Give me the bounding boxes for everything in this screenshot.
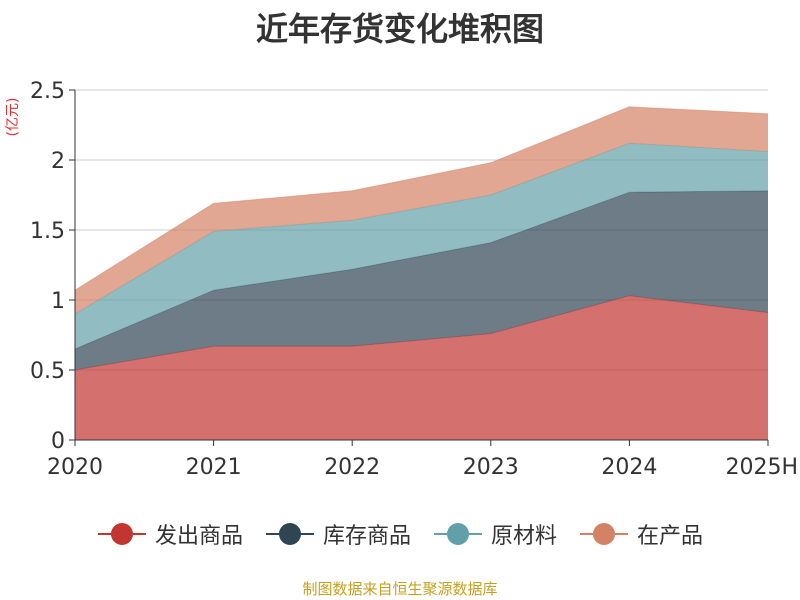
legend: 发出商品 库存商品 原材料 在产品 (0, 518, 800, 550)
y-tick-label: 1.5 (30, 219, 65, 244)
legend-label: 库存商品 (322, 524, 411, 549)
y-tick-label: 2.5 (30, 79, 65, 104)
area-series-1 (75, 190, 768, 370)
y-tick-label: 0 (51, 429, 65, 454)
area-edge-3 (74, 106, 769, 291)
legend-item-1[interactable]: 库存商品 (265, 518, 411, 550)
legend-marker-icon (265, 523, 314, 545)
y-tick-label: 1 (51, 289, 65, 314)
legend-label: 发出商品 (154, 524, 243, 549)
y-unit-label: (亿元) (5, 98, 21, 137)
x-tick-label: 2021 (186, 455, 242, 480)
area-edge-2 (74, 142, 769, 315)
x-tick-label: 2024 (601, 455, 657, 480)
chart-title: 近年存货变化堆积图 (255, 10, 544, 48)
legend-marker-icon (580, 523, 629, 545)
x-tick-label: 2023 (463, 455, 519, 480)
x-tick-label: 2025H (725, 455, 798, 480)
source-note: 制图数据来自恒生聚源数据库 (302, 580, 498, 598)
axes: 0 0.5 1 1.5 2 2.5 2020 2021 2022 2023 2024 2025H (30, 79, 798, 480)
area-series-2 (75, 143, 768, 349)
y-tick-label: 0.5 (30, 359, 65, 384)
legend-marker-icon (97, 523, 146, 545)
legend-item-0[interactable]: 发出商品 (97, 518, 243, 550)
y-tick-label: 2 (51, 149, 65, 174)
area-series-3 (75, 106, 768, 314)
legend-item-3[interactable]: 在产品 (579, 518, 703, 550)
legend-marker-icon (434, 523, 482, 545)
series-areas (74, 106, 769, 440)
legend-label: 在产品 (637, 524, 704, 549)
x-tick-label: 2020 (47, 455, 103, 480)
stacked-area-chart: 0 0.5 1 1.5 2 2.5 2020 2021 2022 2023 2024 2025H (亿… (5, 79, 798, 480)
legend-item-2[interactable]: 原材料 (433, 518, 557, 550)
legend-label: 原材料 (491, 524, 558, 549)
x-tick-label: 2022 (324, 455, 380, 480)
area-series-0 (75, 295, 768, 440)
